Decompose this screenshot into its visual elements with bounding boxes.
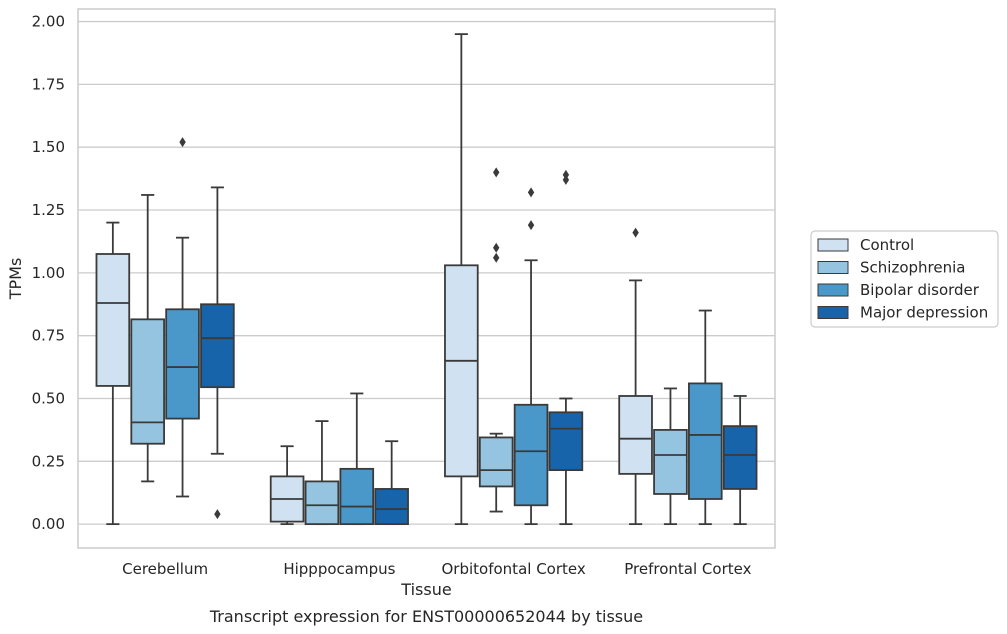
y-tick-label: 0.75 xyxy=(32,327,65,345)
outlier-point xyxy=(527,187,535,198)
y-tick-label: 1.50 xyxy=(32,138,65,156)
outlier-point xyxy=(562,169,570,180)
box-iqr xyxy=(618,395,653,475)
legend-swatch xyxy=(817,283,849,297)
legend-label: Control xyxy=(860,236,914,254)
box-iqr xyxy=(688,382,723,500)
x-tick-label: Orbitofontal Cortex xyxy=(442,560,586,578)
outlier-point xyxy=(562,174,570,185)
box-iqr xyxy=(478,436,514,488)
box-series xyxy=(95,33,758,526)
y-tick-label: 1.00 xyxy=(32,264,65,282)
box-bipolar-disorder xyxy=(688,309,723,526)
box-iqr xyxy=(130,318,165,445)
legend-swatch xyxy=(817,261,849,274)
outlier-point xyxy=(527,220,535,231)
y-tick-label: 0.25 xyxy=(32,452,65,470)
box-iqr xyxy=(95,253,131,387)
box-major-depression xyxy=(722,395,758,526)
box-control xyxy=(444,33,479,526)
y-tick-label: 0.50 xyxy=(32,389,65,407)
y-tick-labels: 0.00 0.25 0.50 0.75 1.00 1.25 1.50 1.75 2.00 xyxy=(32,13,65,534)
box-iqr xyxy=(722,425,758,490)
box-major-depression xyxy=(374,440,409,526)
box-bipolar-disorder xyxy=(339,392,375,526)
box-iqr xyxy=(339,467,375,526)
legend-label: Bipolar disorder xyxy=(860,281,980,299)
outlier-point xyxy=(214,509,221,520)
legend-swatch xyxy=(817,238,849,252)
box-schizophrenia xyxy=(653,387,688,526)
outlier-point xyxy=(179,137,186,148)
figure-caption: Transcript expression for ENST0000065204… xyxy=(209,607,643,626)
box-bipolar-disorder xyxy=(165,137,200,498)
box-iqr xyxy=(200,303,235,389)
x-tick-label: Cerebellum xyxy=(122,560,208,578)
legend-label: Major depression xyxy=(860,304,988,322)
y-tick-label: 0.00 xyxy=(32,515,65,533)
x-tick-labels: Cerebellum Hipppocampus Orbitofontal Corte… xyxy=(122,560,751,578)
box-schizophrenia xyxy=(130,194,165,483)
box-schizophrenia xyxy=(304,420,340,526)
x-axis-label: Tissue xyxy=(400,580,451,599)
outlier-point xyxy=(493,242,500,253)
box-major-depression xyxy=(200,186,235,520)
legend-label: Schizophrenia xyxy=(860,259,965,277)
x-tick-label: Hipppocampus xyxy=(283,560,395,578)
y-tick-label: 1.75 xyxy=(32,75,65,93)
box-iqr xyxy=(444,264,479,478)
plot-frame xyxy=(77,8,776,549)
box-schizophrenia xyxy=(478,167,514,513)
legend: Control Schizophrenia Bipolar disorder Majo… xyxy=(810,230,999,328)
legend-frame xyxy=(810,230,999,328)
box-control xyxy=(618,227,653,526)
box-control xyxy=(95,221,131,526)
y-tick-label: 1.25 xyxy=(32,201,65,219)
outlier-point xyxy=(493,252,500,263)
box-iqr xyxy=(165,308,200,420)
box-iqr xyxy=(653,428,688,495)
x-tick-label: Prefrontal Cortex xyxy=(624,560,751,578)
box-iqr xyxy=(374,488,409,526)
outlier-point xyxy=(632,227,639,238)
box-iqr xyxy=(304,480,340,526)
box-bipolar-disorder xyxy=(513,187,549,526)
legend-swatch xyxy=(817,306,849,319)
box-major-depression xyxy=(548,169,584,526)
outlier-point xyxy=(493,167,500,178)
y-tick-label: 2.00 xyxy=(32,13,65,31)
box-control xyxy=(269,445,305,526)
box-iqr xyxy=(548,411,584,472)
y-axis-label: TPMs xyxy=(6,258,25,301)
box-iqr xyxy=(513,403,549,507)
